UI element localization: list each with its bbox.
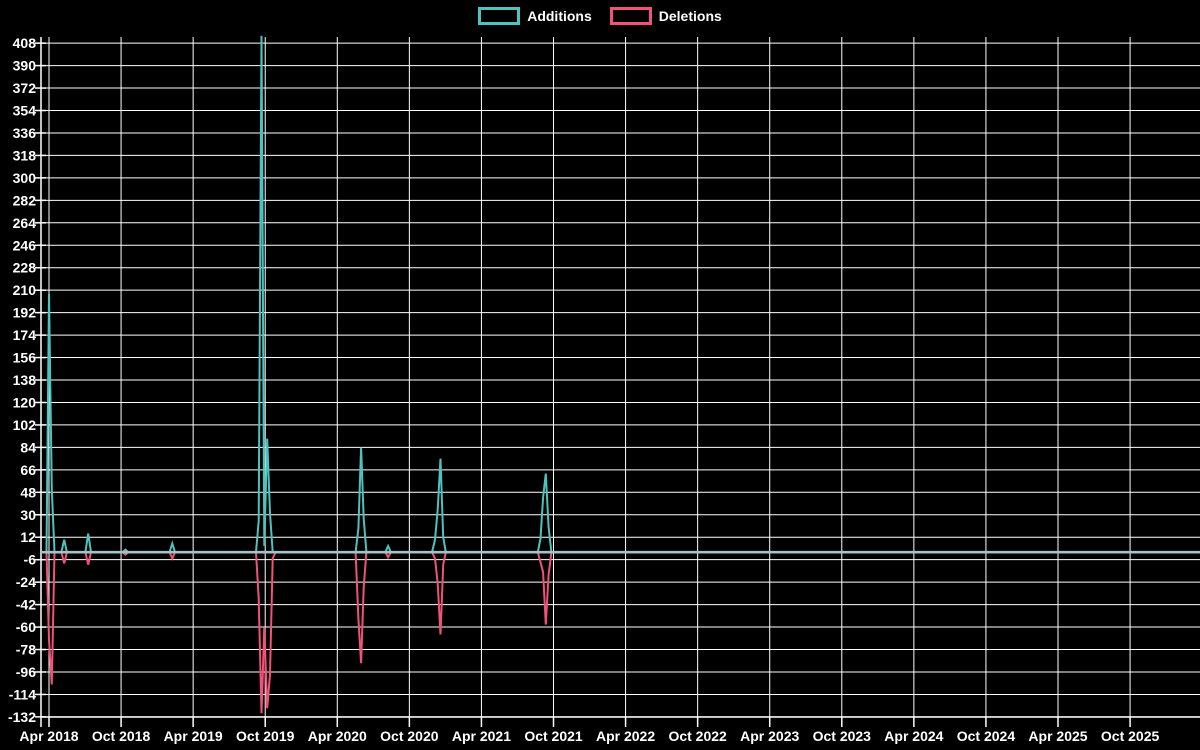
- x-axis-tick-label: Oct 2020: [380, 728, 439, 744]
- y-axis-tick-label: -24: [16, 574, 36, 590]
- y-axis-tick-label: -114: [9, 686, 36, 702]
- y-axis-tick-label: 66: [20, 462, 36, 478]
- y-axis-tick-label: -78: [16, 642, 36, 658]
- y-axis-tick-label: 174: [13, 327, 37, 343]
- y-axis-tick-label: 390: [13, 58, 37, 74]
- x-axis-tick-label: Apr 2024: [884, 728, 943, 744]
- y-axis-tick-label: 102: [13, 417, 37, 433]
- legend-label-additions: Additions: [527, 8, 592, 24]
- legend-item-additions[interactable]: Additions: [478, 7, 592, 25]
- x-axis-tick-label: Apr 2019: [164, 728, 223, 744]
- y-axis-tick-label: -132: [8, 709, 36, 725]
- y-axis-tick-label: -96: [16, 664, 36, 680]
- y-axis-tick-label: 156: [13, 350, 37, 366]
- x-axis-tick-label: Apr 2023: [740, 728, 799, 744]
- x-axis-tick-label: Oct 2023: [813, 728, 872, 744]
- y-axis-tick-label: -60: [16, 619, 36, 635]
- y-axis-tick-label: 48: [20, 484, 36, 500]
- y-axis-tick-label: 12: [20, 529, 36, 545]
- x-axis-tick-label: Apr 2021: [452, 728, 511, 744]
- y-axis-tick-label: 282: [13, 192, 37, 208]
- y-axis-tick-label: 210: [13, 282, 37, 298]
- y-axis-tick-label: -42: [16, 597, 36, 613]
- x-axis-tick-label: Oct 2025: [1101, 728, 1160, 744]
- y-axis-tick-label: 228: [13, 260, 37, 276]
- x-axis-tick-label: Apr 2020: [308, 728, 367, 744]
- deletions-line: [45, 551, 1200, 714]
- x-axis-tick-label: Apr 2022: [596, 728, 655, 744]
- x-axis-tick-label: Oct 2018: [92, 728, 151, 744]
- additions-swatch-icon: [478, 7, 521, 25]
- x-axis-tick-label: Oct 2022: [668, 728, 727, 744]
- x-axis-tick-label: Apr 2025: [1028, 728, 1087, 744]
- y-axis-tick-label: 336: [13, 125, 37, 141]
- deletions-swatch-icon: [609, 7, 652, 25]
- y-axis-tick-label: 300: [13, 170, 37, 186]
- y-axis-tick-label: 408: [13, 35, 37, 51]
- x-axis-tick-label: Oct 2019: [236, 728, 295, 744]
- y-axis-tick-label: 354: [13, 103, 37, 119]
- y-axis-tick-label: 192: [13, 305, 37, 321]
- y-axis-tick-label: 138: [13, 372, 37, 388]
- x-axis-tick-label: Oct 2024: [957, 728, 1016, 744]
- additions-line: [45, 35, 1200, 554]
- y-axis-tick-label: -6: [24, 552, 37, 568]
- y-axis-tick-label: 372: [13, 80, 37, 96]
- y-axis-tick-label: 84: [20, 439, 36, 455]
- y-axis-tick-label: 246: [13, 237, 37, 253]
- x-axis-tick-label: Oct 2021: [524, 728, 583, 744]
- legend-item-deletions[interactable]: Deletions: [609, 7, 722, 25]
- y-axis-tick-label: 318: [13, 147, 37, 163]
- y-axis-tick-label: 30: [20, 507, 36, 523]
- chart-legend: Additions Deletions: [0, 7, 1200, 25]
- x-axis-tick-label: Apr 2018: [19, 728, 78, 744]
- y-axis-tick-label: 264: [13, 215, 37, 231]
- legend-label-deletions: Deletions: [658, 8, 722, 24]
- y-axis-tick-label: 120: [13, 394, 37, 410]
